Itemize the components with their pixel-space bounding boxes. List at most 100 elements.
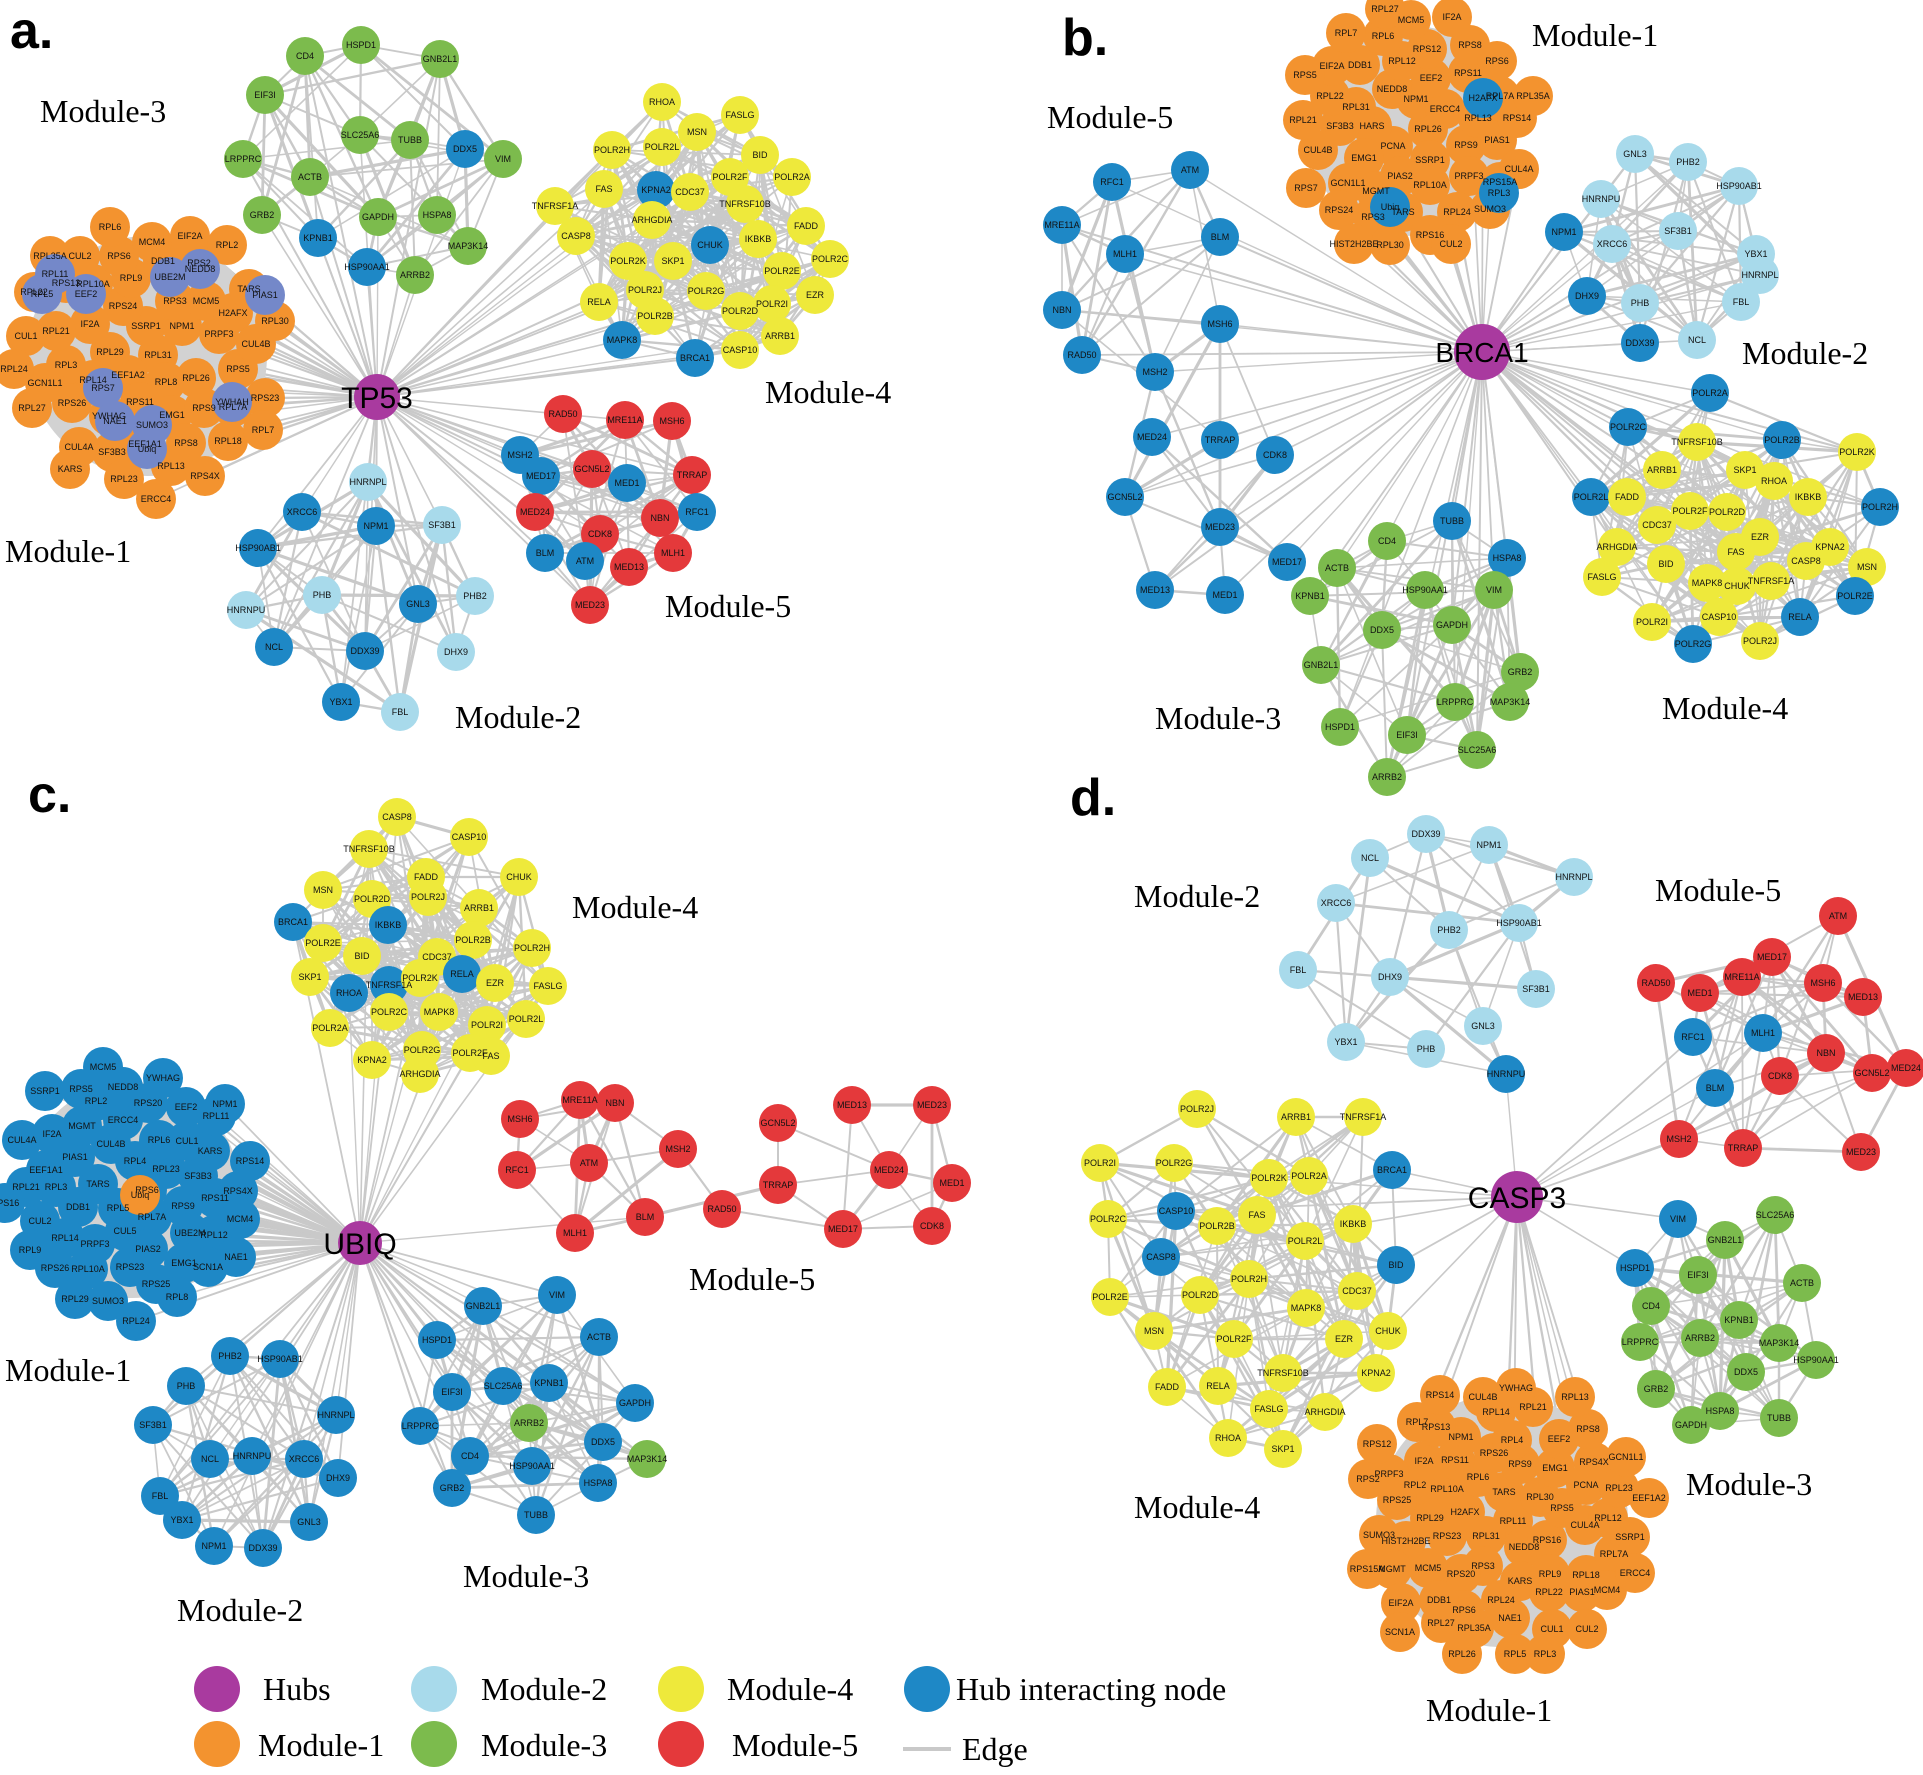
svg-text:PRPF3: PRPF3 xyxy=(80,1239,109,1249)
svg-text:BRCA1: BRCA1 xyxy=(1377,1165,1407,1175)
svg-text:MSN: MSN xyxy=(687,127,707,137)
svg-text:IF2A: IF2A xyxy=(80,319,99,329)
svg-text:MED13: MED13 xyxy=(1140,585,1170,595)
svg-text:NEDD8: NEDD8 xyxy=(185,264,216,274)
svg-text:MED17: MED17 xyxy=(526,471,556,481)
svg-text:RPL21: RPL21 xyxy=(42,326,70,336)
svg-text:EEF2: EEF2 xyxy=(1548,1434,1571,1444)
svg-text:GCN1L1: GCN1L1 xyxy=(27,378,62,388)
svg-text:MED17: MED17 xyxy=(828,1224,858,1234)
svg-text:EEF1A2: EEF1A2 xyxy=(1632,1493,1666,1503)
svg-text:POLR2J: POLR2J xyxy=(1743,636,1777,646)
svg-text:CDC37: CDC37 xyxy=(675,187,705,197)
svg-text:HSP90AA1: HSP90AA1 xyxy=(1402,585,1448,595)
svg-text:HIST2H2BE: HIST2H2BE xyxy=(1329,239,1378,249)
svg-text:RPL14: RPL14 xyxy=(51,1233,79,1243)
svg-text:DDX39: DDX39 xyxy=(248,1543,277,1553)
svg-text:TRRAP: TRRAP xyxy=(763,1180,794,1190)
svg-text:RPL18: RPL18 xyxy=(1572,1570,1600,1580)
svg-text:UBE2M: UBE2M xyxy=(174,1228,205,1238)
svg-text:PHB: PHB xyxy=(313,590,332,600)
svg-text:RPL30: RPL30 xyxy=(1376,240,1404,250)
svg-text:SUMO3: SUMO3 xyxy=(92,1296,124,1306)
svg-text:RPS25: RPS25 xyxy=(142,1279,171,1289)
svg-text:RPL9: RPL9 xyxy=(120,273,143,283)
svg-text:NPM1: NPM1 xyxy=(1476,840,1501,850)
svg-text:GNB2L1: GNB2L1 xyxy=(466,1301,501,1311)
svg-text:PCNA: PCNA xyxy=(1380,141,1405,151)
svg-text:RPL7: RPL7 xyxy=(1335,28,1358,38)
svg-text:Module-2: Module-2 xyxy=(481,1671,607,1707)
svg-text:BLM: BLM xyxy=(1706,1083,1725,1093)
svg-text:TUBB: TUBB xyxy=(1440,516,1464,526)
svg-text:POLR2C: POLR2C xyxy=(812,254,849,264)
svg-text:RPS25: RPS25 xyxy=(1383,1495,1412,1505)
svg-text:RPL26: RPL26 xyxy=(182,373,210,383)
svg-text:YBX1: YBX1 xyxy=(329,697,352,707)
svg-text:TARS: TARS xyxy=(86,1179,109,1189)
svg-text:EEF1A1: EEF1A1 xyxy=(29,1165,63,1175)
svg-text:RPS7: RPS7 xyxy=(91,383,115,393)
svg-text:CUL1: CUL1 xyxy=(175,1136,198,1146)
svg-text:RPL6: RPL6 xyxy=(1372,31,1395,41)
svg-text:HSP90AB1: HSP90AB1 xyxy=(257,1354,303,1364)
svg-text:RPL3: RPL3 xyxy=(55,360,78,370)
svg-text:RPL10A: RPL10A xyxy=(1413,180,1447,190)
svg-text:DDB1: DDB1 xyxy=(1348,60,1372,70)
svg-text:RPL26: RPL26 xyxy=(1448,1649,1476,1659)
svg-text:MLH1: MLH1 xyxy=(661,548,685,558)
svg-text:RPS7: RPS7 xyxy=(1294,183,1318,193)
svg-text:Module-2: Module-2 xyxy=(455,699,581,735)
svg-text:TNFRSF10B: TNFRSF10B xyxy=(1671,437,1723,447)
svg-text:RPL3: RPL3 xyxy=(45,1182,68,1192)
svg-text:c.: c. xyxy=(28,766,71,824)
svg-text:RPS4X: RPS4X xyxy=(1579,1457,1609,1467)
svg-text:TARS: TARS xyxy=(1492,1487,1515,1497)
svg-text:POLR2B: POLR2B xyxy=(455,935,491,945)
svg-text:RELA: RELA xyxy=(1206,1381,1230,1391)
svg-text:RPS6: RPS6 xyxy=(1452,1605,1476,1615)
svg-text:HNRNPL: HNRNPL xyxy=(1741,270,1778,280)
svg-text:POLR2K: POLR2K xyxy=(402,973,438,983)
svg-text:EIF3I: EIF3I xyxy=(1687,1270,1709,1280)
svg-text:BLM: BLM xyxy=(1211,232,1230,242)
svg-text:RELA: RELA xyxy=(587,297,611,307)
svg-text:Module-3: Module-3 xyxy=(481,1727,607,1763)
svg-text:RPS23: RPS23 xyxy=(251,393,280,403)
svg-text:RPS14: RPS14 xyxy=(1503,113,1532,123)
svg-text:RPS2: RPS2 xyxy=(187,258,211,268)
svg-text:HSPA8: HSPA8 xyxy=(584,1478,613,1488)
svg-text:POLR2L: POLR2L xyxy=(509,1014,544,1024)
svg-text:GNL3: GNL3 xyxy=(406,599,430,609)
svg-text:HSPD1: HSPD1 xyxy=(1325,722,1355,732)
svg-text:SCN1A: SCN1A xyxy=(1385,1627,1415,1637)
svg-text:NCL: NCL xyxy=(201,1454,219,1464)
svg-text:DDX39: DDX39 xyxy=(1625,338,1654,348)
svg-text:IKBKB: IKBKB xyxy=(1340,1219,1367,1229)
svg-text:RPL2: RPL2 xyxy=(1404,1480,1427,1490)
svg-text:POLR2L: POLR2L xyxy=(1574,492,1609,502)
svg-text:RPL10A: RPL10A xyxy=(71,1264,105,1274)
svg-text:HSP90AB1: HSP90AB1 xyxy=(1496,918,1542,928)
svg-text:POLR2F: POLR2F xyxy=(1216,1334,1252,1344)
svg-text:TUBB: TUBB xyxy=(398,135,422,145)
svg-text:MED24: MED24 xyxy=(1891,1063,1921,1073)
svg-text:RPS9: RPS9 xyxy=(1454,140,1478,150)
svg-text:GCN5L2: GCN5L2 xyxy=(574,464,609,474)
svg-text:SF3B1: SF3B1 xyxy=(428,520,456,530)
svg-text:POLR2C: POLR2C xyxy=(371,1007,408,1017)
svg-text:POLR2G: POLR2G xyxy=(1675,639,1712,649)
svg-text:RPL31: RPL31 xyxy=(144,350,172,360)
svg-text:CUL4A: CUL4A xyxy=(64,442,93,452)
svg-text:MAPK8: MAPK8 xyxy=(1692,578,1723,588)
svg-text:NPM1: NPM1 xyxy=(1403,94,1428,104)
svg-text:RPS13: RPS13 xyxy=(52,278,81,288)
svg-text:CASP8: CASP8 xyxy=(1146,1252,1176,1262)
svg-text:RPS14: RPS14 xyxy=(236,1156,265,1166)
svg-text:CUL5: CUL5 xyxy=(113,1226,136,1236)
svg-text:POLR2F: POLR2F xyxy=(1672,506,1708,516)
svg-text:IF2A: IF2A xyxy=(1414,1456,1433,1466)
svg-text:MLH1: MLH1 xyxy=(563,1228,587,1238)
svg-text:SF3B1: SF3B1 xyxy=(1522,984,1550,994)
svg-text:MSH6: MSH6 xyxy=(1207,319,1232,329)
